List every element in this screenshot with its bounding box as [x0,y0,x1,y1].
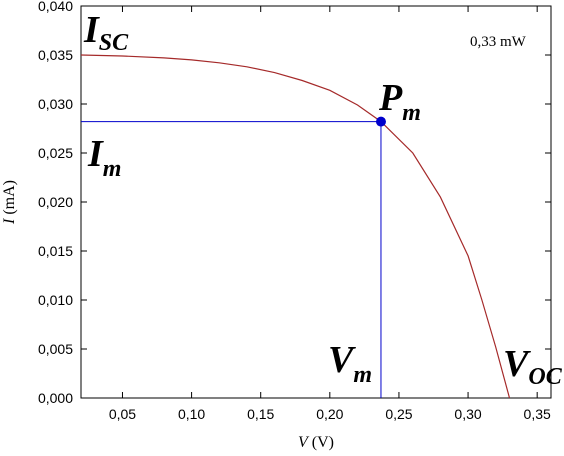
label-voc: VOC [503,343,563,390]
y-tick-label: 0,005 [38,341,73,357]
power-annotation: 0,33 mW [470,34,527,50]
y-tick-label: 0,020 [38,194,73,210]
y-tick-label: 0,000 [38,390,73,406]
y-tick-label: 0,030 [38,96,73,112]
x-tick-label: 0,15 [247,406,274,422]
x-tick-label: 0,10 [178,406,205,422]
label-isc: ISC [83,9,129,56]
x-tick-label: 0,05 [109,406,136,422]
y-tick-label: 0,010 [38,292,73,308]
y-tick-label: 0,040 [38,0,73,14]
max-power-point [375,116,386,127]
x-axis-ticks: 0,05 0,10 0,15 0,20 0,25 0,30 0,35 [109,6,551,422]
x-tick-label: 0,20 [316,406,343,422]
y-tick-label: 0,025 [38,145,73,161]
plot-frame [80,5,552,399]
y-tick-label: 0,035 [38,47,73,63]
mpp-guide-lines [81,121,382,398]
label-pm: Pm [378,77,421,126]
label-im: Im [87,133,121,182]
y-axis-title: I (mA) [1,180,18,225]
y-axis-ticks: 0,000 0,005 0,010 0,015 0,020 0,025 0,030 0,035… [38,0,551,406]
x-tick-label: 0,25 [385,406,412,422]
iv-curve-line [80,54,511,399]
x-tick-label: 0,35 [524,406,551,422]
label-vm: Vm [328,339,372,388]
x-tick-label: 0,30 [454,406,481,422]
x-axis-title: V (V) [298,434,334,451]
y-tick-label: 0,015 [38,243,73,259]
